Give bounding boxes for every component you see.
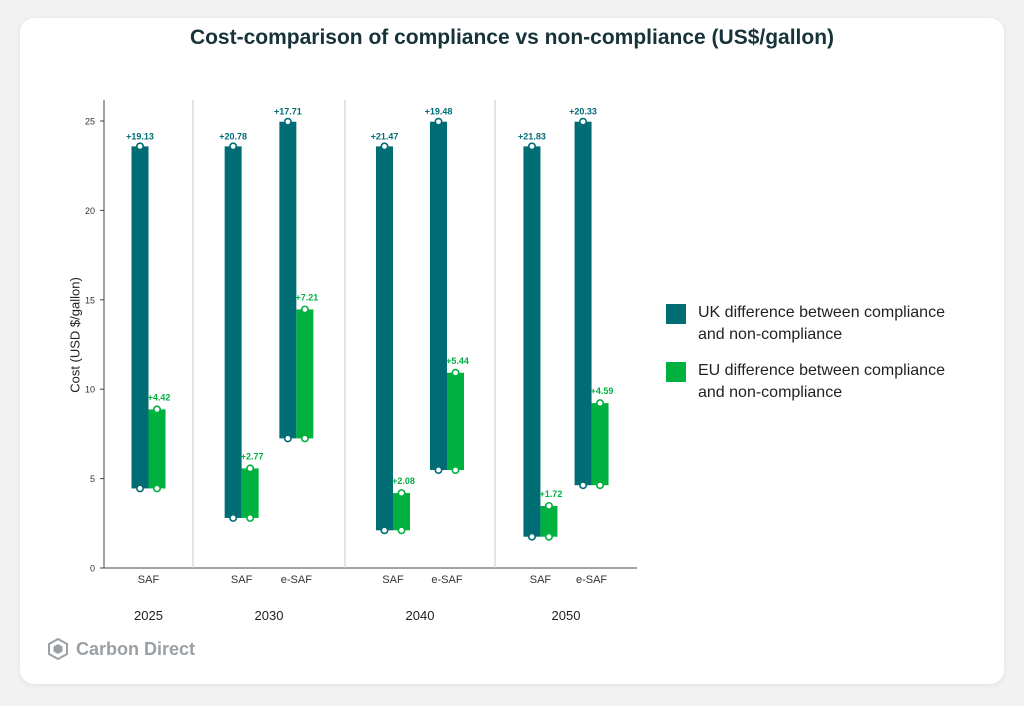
carbon-direct-logo: Carbon Direct [46, 637, 195, 661]
chart-title: Cost-comparison of compliance vs non-com… [189, 26, 835, 49]
legend-swatch-uk [666, 304, 686, 324]
y-axis-label: Cost (USD $/gallon) [67, 277, 83, 393]
legend-label-eu-line1: EU difference between compliance [698, 362, 945, 379]
logo-text: Carbon Direct [76, 638, 196, 659]
hexagon-logo-icon [48, 637, 68, 661]
legend-item-uk: UK difference between compliance and non… [666, 302, 996, 346]
legend-item-eu: EU difference between compliance and non… [666, 360, 996, 404]
legend-label-eu-line2: and non-compliance [698, 384, 843, 401]
legend-label-uk-line1: UK difference between compliance [698, 304, 945, 321]
legend-label-uk-line2: and non-compliance [698, 326, 843, 343]
legend: UK difference between compliance and non… [666, 302, 996, 418]
chart-card [20, 18, 1004, 684]
legend-swatch-eu [666, 362, 686, 382]
